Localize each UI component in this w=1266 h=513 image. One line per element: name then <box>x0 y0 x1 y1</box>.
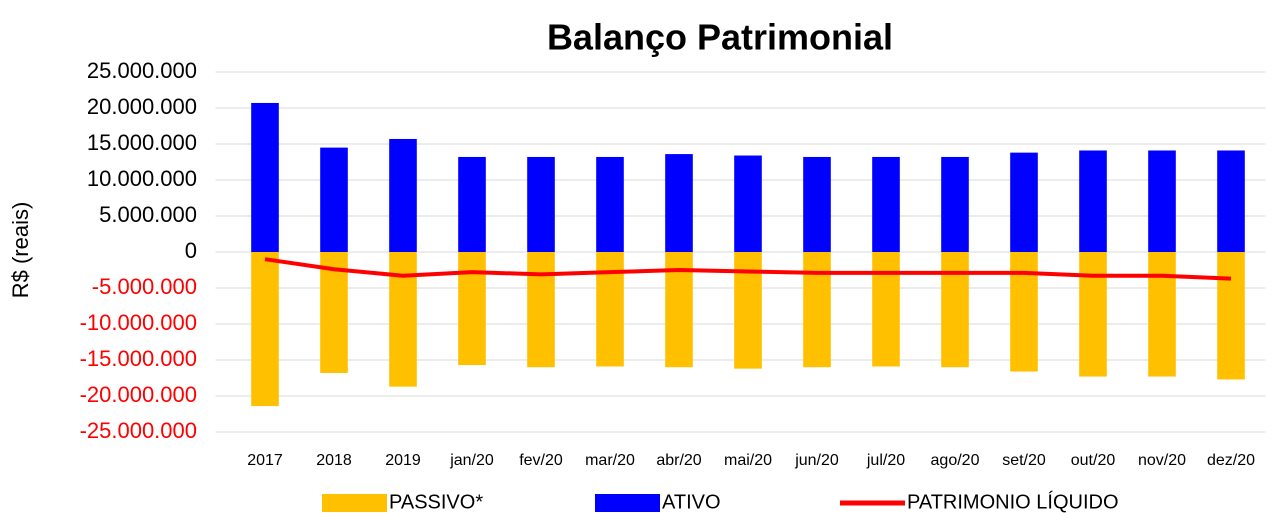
bar <box>1217 252 1245 380</box>
y-tick-label: 5.000.000 <box>99 202 197 227</box>
legend-swatch <box>595 494 660 512</box>
bar <box>1079 252 1107 377</box>
y-axis-title: R$ (reais) <box>8 202 33 299</box>
bar <box>596 156 624 252</box>
bar <box>1148 150 1176 252</box>
bar <box>941 156 969 252</box>
x-tick-label: jul/20 <box>866 452 905 469</box>
bar <box>527 252 555 368</box>
bar <box>1010 252 1038 372</box>
bar <box>320 147 348 252</box>
bar <box>1010 152 1038 252</box>
bar <box>458 252 486 366</box>
y-tick-label: 20.000.000 <box>87 94 197 119</box>
bar <box>1148 252 1176 377</box>
legend-label: ATIVO <box>662 491 721 513</box>
y-tick-label: -15.000.000 <box>80 346 197 371</box>
bar <box>527 156 555 252</box>
x-tick-label: 2019 <box>385 452 421 469</box>
y-tick-label: -25.000.000 <box>80 418 197 443</box>
y-tick-label: -20.000.000 <box>80 382 197 407</box>
bar <box>1079 150 1107 252</box>
legend-label: PASSIVO* <box>389 491 483 513</box>
y-tick-label: 0 <box>185 238 197 263</box>
x-tick-label: dez/20 <box>1207 452 1255 469</box>
x-tick-label: ago/20 <box>931 452 980 469</box>
x-tick-label: jan/20 <box>449 452 494 469</box>
x-tick-label: fev/20 <box>519 452 563 469</box>
x-tick-label: set/20 <box>1002 452 1046 469</box>
chart-title: Balanço Patrimonial <box>547 17 893 58</box>
y-tick-label: 25.000.000 <box>87 58 197 83</box>
bar <box>596 252 624 367</box>
bar <box>803 252 831 368</box>
bar <box>251 252 279 407</box>
bar <box>665 154 693 252</box>
x-tick-label: 2018 <box>316 452 352 469</box>
y-tick-label: 15.000.000 <box>87 130 197 155</box>
x-tick-label: out/20 <box>1071 452 1116 469</box>
legend-swatch <box>322 494 387 512</box>
bar <box>389 138 417 252</box>
y-tick-label: -10.000.000 <box>80 310 197 335</box>
bar <box>803 156 831 252</box>
bar <box>872 252 900 367</box>
x-tick-label: nov/20 <box>1138 452 1186 469</box>
bar <box>458 156 486 252</box>
bar <box>734 155 762 252</box>
bar <box>872 156 900 252</box>
bar <box>941 252 969 368</box>
x-tick-label: mai/20 <box>724 452 772 469</box>
line <box>264 257 1232 281</box>
x-tick-label: 2017 <box>247 452 283 469</box>
bar <box>389 252 417 387</box>
bar <box>320 252 348 373</box>
x-tick-label: jun/20 <box>794 452 839 469</box>
bar <box>251 102 279 253</box>
bar <box>1217 150 1245 252</box>
y-tick-label: -5.000.000 <box>92 274 197 299</box>
x-tick-label: mar/20 <box>585 452 635 469</box>
legend-label: PATRIMONIO LÍQUIDO <box>907 490 1119 513</box>
y-tick-label: 10.000.000 <box>87 166 197 191</box>
x-tick-label: abr/20 <box>656 452 701 469</box>
